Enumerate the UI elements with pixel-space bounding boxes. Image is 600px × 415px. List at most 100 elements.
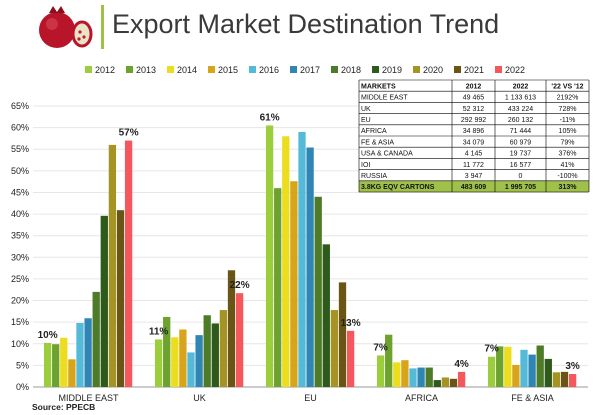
table-cell: MIDDLE EAST bbox=[361, 95, 408, 102]
bar bbox=[100, 215, 108, 387]
bar bbox=[68, 359, 76, 387]
y-tick-label: 65% bbox=[11, 101, 29, 111]
bar bbox=[536, 345, 544, 387]
data-label: 22% bbox=[230, 280, 250, 291]
bar bbox=[124, 140, 133, 387]
data-label: 13% bbox=[341, 318, 361, 329]
bar bbox=[449, 378, 458, 387]
legend-swatch bbox=[454, 66, 461, 73]
table-cell: 34 896 bbox=[463, 128, 485, 135]
bar bbox=[60, 337, 68, 387]
legend-label: 2020 bbox=[423, 65, 443, 75]
legend-label: 2019 bbox=[382, 65, 402, 75]
bar bbox=[512, 364, 520, 387]
table-header-cell: 2022 bbox=[513, 83, 529, 90]
legend-swatch bbox=[167, 66, 174, 73]
table-cell: 0 bbox=[519, 173, 523, 180]
table-cell: 52 312 bbox=[463, 106, 485, 113]
y-tick-label: 20% bbox=[11, 296, 29, 306]
x-tick-label: FE & ASIA bbox=[511, 393, 554, 403]
bar bbox=[401, 360, 409, 387]
table-cell: 292 992 bbox=[461, 117, 486, 124]
bar bbox=[457, 371, 466, 387]
bar bbox=[568, 374, 577, 387]
bar bbox=[552, 372, 561, 387]
legend-swatch bbox=[413, 66, 420, 73]
table-cell: 3 947 bbox=[465, 173, 483, 180]
y-tick-label: 0% bbox=[16, 382, 29, 392]
bar bbox=[487, 356, 496, 387]
data-labels: 10% 57% 11% 22% 61% 13% 7% 4% 7% 3% bbox=[38, 112, 580, 372]
bar bbox=[338, 282, 347, 387]
bar bbox=[116, 210, 125, 387]
legend-swatch bbox=[249, 66, 256, 73]
bar bbox=[108, 144, 117, 387]
data-label: 3% bbox=[565, 361, 580, 372]
bar bbox=[441, 377, 450, 387]
bar bbox=[195, 335, 203, 387]
data-label: 7% bbox=[373, 342, 388, 353]
legend-swatch bbox=[85, 66, 92, 73]
table-cell: 105% bbox=[559, 128, 577, 135]
bar bbox=[496, 346, 504, 387]
y-tick-label: 30% bbox=[11, 252, 29, 262]
legend-swatch bbox=[372, 66, 379, 73]
bar bbox=[322, 244, 330, 387]
bar bbox=[163, 316, 171, 387]
bar bbox=[203, 315, 211, 387]
bar bbox=[179, 329, 187, 387]
bar bbox=[187, 352, 195, 387]
table-total-cell: 483 609 bbox=[461, 184, 486, 191]
x-tick-label: MIDDLE EAST bbox=[58, 393, 119, 403]
y-tick-label: 10% bbox=[11, 339, 29, 349]
data-label: 4% bbox=[454, 359, 469, 370]
table-cell: 376% bbox=[559, 151, 577, 158]
table-cell: 2192% bbox=[557, 95, 579, 102]
data-label: 61% bbox=[260, 112, 280, 123]
y-tick-label: 60% bbox=[11, 123, 29, 133]
title-accent-bar bbox=[101, 5, 104, 49]
bar bbox=[409, 368, 417, 387]
legend-label: 2016 bbox=[259, 65, 279, 75]
table-cell: 19 737 bbox=[510, 151, 532, 158]
table-cell: 49 465 bbox=[463, 95, 485, 102]
bar bbox=[314, 196, 322, 387]
data-label: 10% bbox=[38, 330, 58, 341]
table-header-cell: '22 VS '12 bbox=[551, 83, 583, 90]
bar bbox=[92, 291, 100, 387]
x-tick-label: EU bbox=[304, 393, 317, 403]
data-label: 57% bbox=[119, 128, 139, 139]
table-cell: FE & ASIA bbox=[361, 139, 394, 146]
y-tick-label: 45% bbox=[11, 187, 29, 197]
bar bbox=[282, 136, 290, 387]
y-tick-label: 15% bbox=[11, 317, 29, 327]
bar bbox=[274, 188, 282, 387]
bar bbox=[235, 293, 244, 387]
table-cell: 433 224 bbox=[508, 106, 533, 113]
x-tick-label: AFRICA bbox=[405, 393, 438, 403]
bar bbox=[346, 330, 355, 387]
legend-swatch bbox=[495, 66, 502, 73]
table-cell: 728% bbox=[559, 106, 577, 113]
table-cell: -11% bbox=[560, 117, 576, 124]
data-label: 11% bbox=[149, 326, 169, 337]
bar bbox=[265, 125, 274, 387]
x-tick-label: UK bbox=[193, 393, 206, 403]
y-tick-label: 55% bbox=[11, 144, 29, 154]
legend-label: 2014 bbox=[177, 65, 197, 75]
bar bbox=[376, 355, 385, 387]
bar bbox=[43, 342, 52, 387]
bar bbox=[76, 323, 84, 387]
bars bbox=[43, 125, 577, 387]
legend-swatch bbox=[208, 66, 215, 73]
y-tick-label: 40% bbox=[11, 209, 29, 219]
bar bbox=[393, 362, 401, 387]
bar bbox=[528, 354, 536, 387]
table-cell: -100% bbox=[557, 173, 577, 180]
table-header-cell: MARKETS bbox=[361, 83, 396, 90]
table-cell: 60 979 bbox=[510, 139, 532, 146]
market-table: MARKETS 2012 2022 '22 VS '12 MIDDLE EAST 49 4… bbox=[358, 79, 590, 193]
data-label: 7% bbox=[484, 344, 499, 355]
page-title: Export Market Destination Trend bbox=[112, 9, 499, 39]
table-total-cell: 313% bbox=[559, 184, 578, 191]
